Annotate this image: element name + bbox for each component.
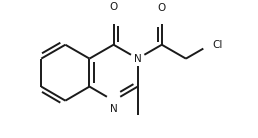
Text: Cl: Cl: [212, 40, 223, 50]
Text: O: O: [109, 2, 118, 12]
Text: O: O: [158, 3, 166, 13]
Text: N: N: [134, 54, 142, 64]
Text: N: N: [110, 104, 117, 114]
